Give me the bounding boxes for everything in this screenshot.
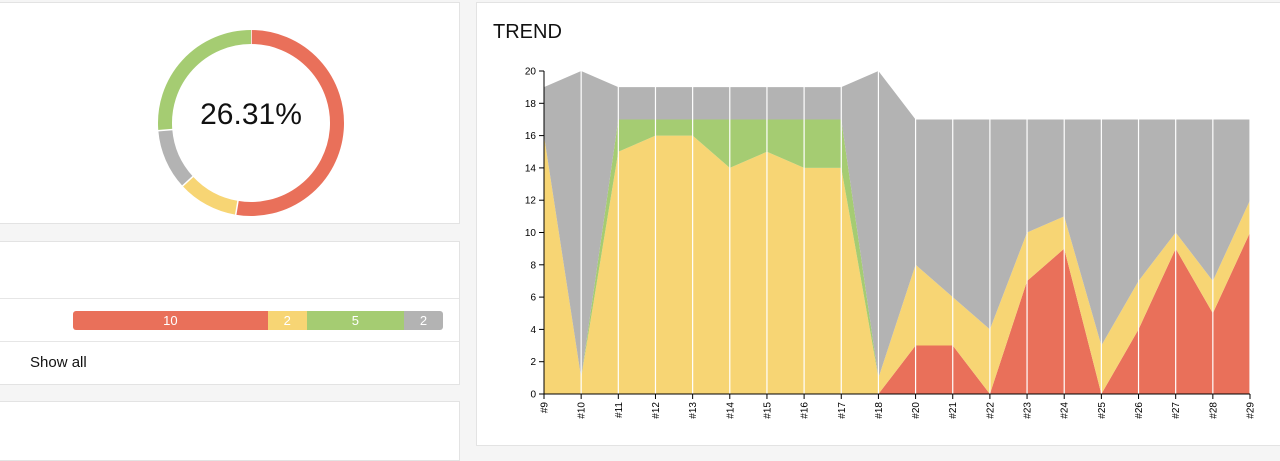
donut-segment-failed[interactable] — [235, 30, 344, 216]
status-donut-chart — [151, 23, 344, 222]
x-tick-label: #9 — [540, 402, 551, 414]
donut-segment-skipped[interactable] — [158, 129, 194, 186]
y-tick-label: 0 — [530, 390, 536, 401]
x-tick-label: #28 — [1208, 402, 1219, 419]
x-tick-label: #10 — [577, 402, 588, 419]
x-tick-label: #22 — [985, 402, 996, 419]
x-tick-label: #11 — [614, 402, 625, 418]
x-tick-label: #12 — [651, 402, 662, 419]
donut-segment-separator — [151, 128, 180, 133]
x-tick-label: #16 — [800, 402, 811, 419]
donut-segment-separator — [176, 171, 199, 192]
widget-card — [0, 401, 460, 461]
status-bar-segment-skipped[interactable]: 2 — [404, 311, 443, 330]
y-tick-label: 2 — [530, 357, 536, 368]
x-tick-label: #13 — [688, 402, 699, 419]
divider — [0, 298, 459, 299]
y-tick-label: 20 — [525, 67, 537, 78]
x-tick-label: #29 — [1246, 402, 1257, 419]
summary-card: 26.31% — [0, 2, 460, 224]
x-tick-label: #21 — [948, 402, 959, 419]
x-tick-label: #18 — [874, 402, 885, 419]
x-tick-label: #15 — [762, 402, 773, 419]
status-bar-segment-broken[interactable]: 2 — [267, 311, 307, 330]
trend-area-failed[interactable] — [544, 232, 1250, 395]
status-bar-segment-passed[interactable]: 5 — [306, 311, 405, 330]
y-tick-label: 16 — [525, 131, 537, 142]
trend-widget: TREND 0 2 4 6 8 10 12 14 16 18 20 #9 #10 #11 #12 #13 #14… — [476, 2, 1280, 446]
y-tick-label: 18 — [525, 99, 537, 110]
x-tick-label: #14 — [725, 402, 736, 419]
status-bar-segment-failed[interactable]: 10 — [73, 311, 268, 330]
x-tick-label: #23 — [1023, 402, 1034, 419]
status-stacked-bar[interactable]: 10 2 5 2 — [73, 311, 443, 330]
y-tick-label: 10 — [525, 228, 537, 239]
x-tick-label: #17 — [837, 402, 848, 419]
donut-segment-passed[interactable] — [158, 30, 252, 131]
y-tick-label: 6 — [530, 293, 536, 304]
trend-area-skipped[interactable] — [544, 71, 1250, 378]
y-tick-label: 8 — [530, 260, 536, 271]
trend-area-broken[interactable] — [544, 135, 1250, 394]
y-tick-label: 12 — [525, 196, 537, 207]
show-all-link[interactable]: Show all — [30, 354, 87, 371]
donut-segment-separator — [233, 193, 240, 222]
status-breakdown-card: 10 2 5 2 Show all — [0, 241, 460, 385]
x-tick-label: #27 — [1171, 402, 1182, 419]
trend-title: TREND — [493, 21, 562, 43]
donut-segment-broken[interactable] — [182, 176, 239, 215]
x-tick-label: #24 — [1060, 402, 1071, 419]
trend-area-chart: 0 2 4 6 8 10 12 14 16 18 20 #9 #10 #11 #12 #13 #14 #15 #16… — [525, 67, 1257, 419]
x-tick-label: #20 — [911, 402, 922, 419]
x-tick-label: #26 — [1134, 402, 1145, 419]
y-tick-label: 4 — [530, 325, 536, 336]
x-tick-label: #25 — [1097, 402, 1108, 419]
y-tick-label: 14 — [525, 163, 537, 174]
success-rate-label: 26.31% — [200, 98, 302, 131]
divider — [0, 341, 459, 342]
